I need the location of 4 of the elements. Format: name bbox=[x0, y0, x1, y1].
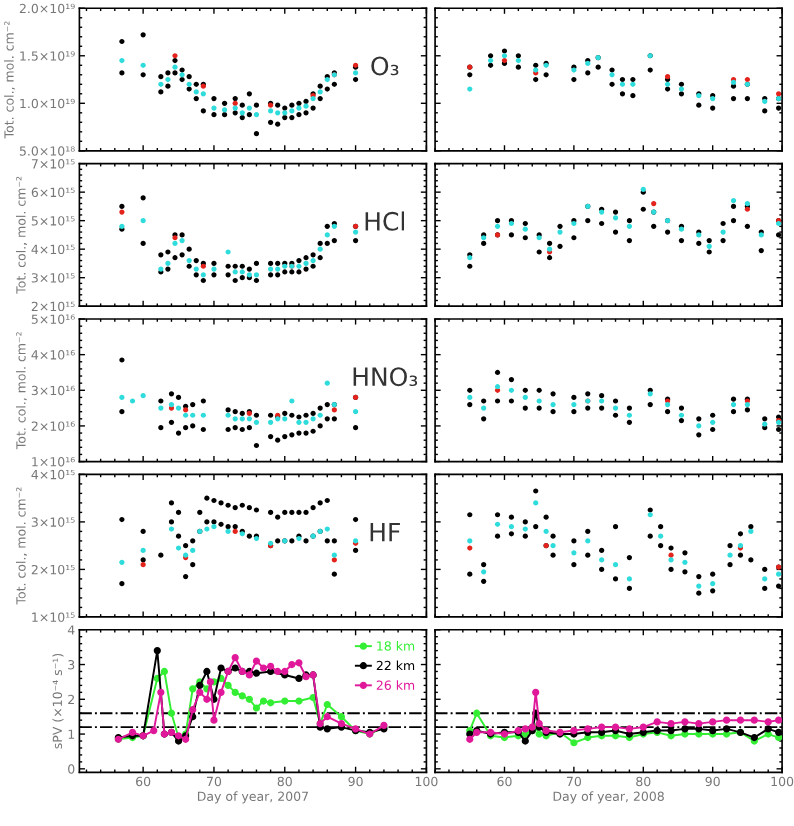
annotation: HF bbox=[370, 522, 400, 542]
annotation: HNO₃ bbox=[353, 367, 418, 387]
annotation: O₃ bbox=[371, 56, 399, 76]
annotation: HCl bbox=[365, 211, 405, 231]
